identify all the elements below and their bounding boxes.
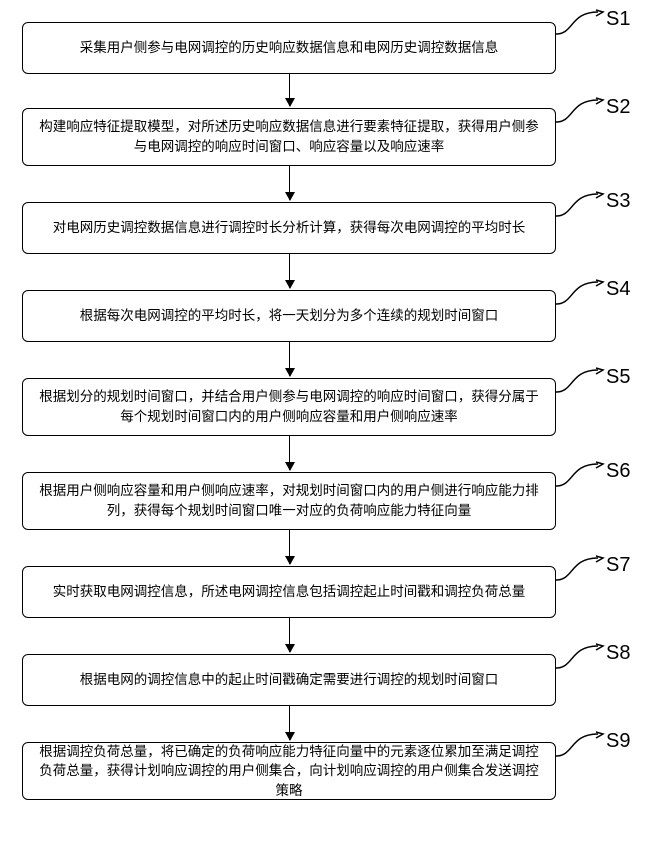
step-box-s7: 实时获取电网调控信息，所述电网调控信息包括调控起止时间戳和调控负荷总量 [22,566,556,618]
label-curve-s6 [556,462,604,504]
label-curve-s3 [556,192,604,234]
arrow-s6-s7 [289,530,290,564]
label-curve-s2 [556,98,604,140]
step-label-s8: S8 [606,642,630,665]
label-curve-s8 [556,644,604,686]
label-curve-s4 [556,280,604,322]
step-box-s1: 采集用户侧参与电网调控的历史响应数据信息和电网历史调控数据信息 [22,22,556,74]
step-box-s8: 根据电网的调控信息中的起止时间戳确定需要进行调控的规划时间窗口 [22,654,556,706]
step-box-s3: 对电网历史调控数据信息进行调控时长分析计算，获得每次电网调控的平均时长 [22,202,556,254]
arrow-s7-s8 [289,618,290,652]
step-text: 根据电网的调控信息中的起止时间戳确定需要进行调控的规划时间窗口 [80,670,499,690]
step-box-s4: 根据每次电网调控的平均时长，将一天划分为多个连续的规划时间窗口 [22,290,556,342]
label-curve-s7 [556,556,604,598]
step-box-s5: 根据划分的规划时间窗口，并结合用户侧参与电网调控的响应时间窗口，获得分属于每个规… [22,378,556,436]
label-curve-s5 [556,368,604,410]
arrow-s1-s2 [289,74,290,106]
arrow-s3-s4 [289,254,290,288]
step-box-s9: 根据调控负荷总量，将已确定的负荷响应能力特征向量中的元素逐位累加至满足调控负荷总… [22,742,556,800]
step-text: 对电网历史调控数据信息进行调控时长分析计算，获得每次电网调控的平均时长 [53,218,526,238]
arrow-s2-s3 [289,166,290,200]
arrow-s5-s6 [289,436,290,470]
step-box-s2: 构建响应特征提取模型，对所述历史响应数据信息进行要素特征提取，获得用户侧参与电网… [22,108,556,166]
step-label-s6: S6 [606,460,630,483]
step-text: 根据用户侧响应容量和用户侧响应速率，对规划时间窗口内的用户侧进行响应能力排列，获… [35,481,543,520]
step-label-s3: S3 [606,190,630,213]
label-curve-s1 [556,10,604,52]
step-text: 实时获取电网调控信息，所述电网调控信息包括调控起止时间戳和调控负荷总量 [53,582,526,602]
step-label-s5: S5 [606,366,630,389]
step-label-s9: S9 [606,730,630,753]
flowchart-canvas: 采集用户侧参与电网调控的历史响应数据信息和电网历史调控数据信息 S1 构建响应特… [0,0,646,856]
step-text: 根据调控负荷总量，将已确定的负荷响应能力特征向量中的元素逐位累加至满足调控负荷总… [35,742,543,801]
arrow-s4-s5 [289,342,290,376]
step-text: 构建响应特征提取模型，对所述历史响应数据信息进行要素特征提取，获得用户侧参与电网… [35,117,543,156]
label-curve-s9 [556,732,604,774]
step-label-s4: S4 [606,278,630,301]
step-label-s1: S1 [606,8,630,31]
step-text: 采集用户侧参与电网调控的历史响应数据信息和电网历史调控数据信息 [80,38,499,58]
step-label-s7: S7 [606,554,630,577]
step-label-s2: S2 [606,96,630,119]
arrow-s8-s9 [289,706,290,740]
step-text: 根据每次电网调控的平均时长，将一天划分为多个连续的规划时间窗口 [80,306,499,326]
step-text: 根据划分的规划时间窗口，并结合用户侧参与电网调控的响应时间窗口，获得分属于每个规… [35,387,543,426]
step-box-s6: 根据用户侧响应容量和用户侧响应速率，对规划时间窗口内的用户侧进行响应能力排列，获… [22,472,556,530]
